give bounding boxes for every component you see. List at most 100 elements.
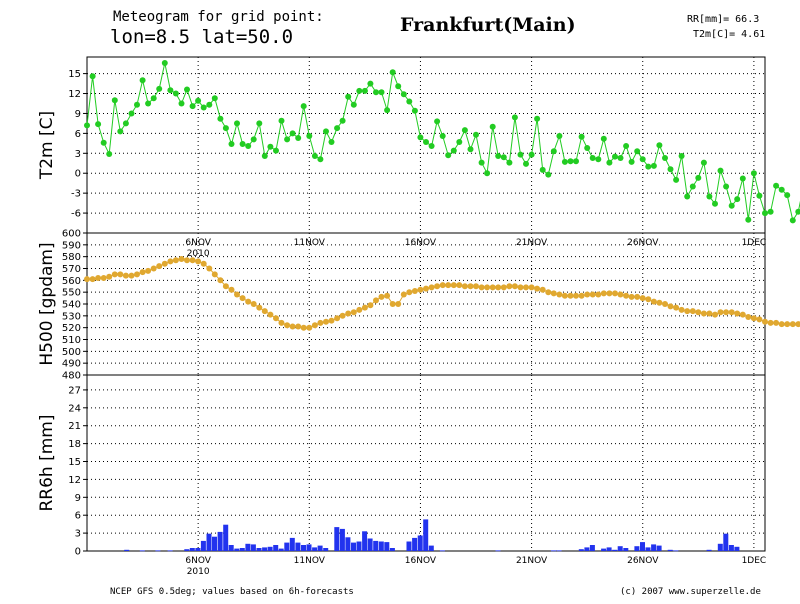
data-point bbox=[506, 159, 513, 166]
y-axis-label: RR6h [mm] bbox=[37, 414, 57, 511]
rain-bar bbox=[617, 546, 623, 551]
rain-bar bbox=[717, 543, 723, 551]
data-point bbox=[612, 290, 618, 297]
data-point bbox=[511, 114, 518, 121]
rain-bar bbox=[378, 541, 384, 551]
data-point bbox=[228, 141, 235, 147]
rain-bar bbox=[284, 542, 290, 551]
rain-bar bbox=[623, 548, 629, 551]
rain-bar bbox=[601, 548, 607, 551]
data-point bbox=[395, 83, 402, 90]
data-point bbox=[773, 182, 780, 189]
data-point bbox=[256, 120, 263, 127]
data-point bbox=[550, 148, 557, 155]
rain-bar bbox=[345, 537, 351, 551]
data-point bbox=[617, 155, 624, 161]
data-point bbox=[484, 170, 491, 177]
data-point bbox=[439, 282, 446, 289]
y-axis-label: H500 [gpdam] bbox=[37, 242, 57, 365]
data-point bbox=[573, 292, 579, 299]
data-point bbox=[723, 183, 730, 190]
data-point bbox=[584, 291, 591, 298]
data-point bbox=[195, 258, 202, 265]
y-tick-label: 540 bbox=[62, 300, 81, 311]
data-point bbox=[695, 309, 702, 316]
data-point bbox=[156, 85, 163, 92]
series-line bbox=[86, 62, 800, 222]
data-point bbox=[200, 260, 207, 267]
x-tick-label: 11NOV bbox=[294, 556, 326, 566]
y-tick-label: 520 bbox=[62, 323, 81, 334]
data-point bbox=[767, 208, 774, 215]
rain-bar bbox=[651, 544, 657, 551]
data-point bbox=[311, 153, 318, 159]
data-point bbox=[478, 284, 485, 291]
data-point bbox=[111, 271, 118, 278]
data-point bbox=[139, 269, 146, 276]
data-point bbox=[712, 311, 718, 318]
x-tick-label: 1DEC bbox=[742, 556, 767, 566]
data-point bbox=[89, 73, 96, 80]
data-point bbox=[400, 91, 407, 98]
data-point bbox=[795, 321, 800, 328]
rain-bar bbox=[223, 524, 229, 551]
rain-bar bbox=[245, 543, 251, 551]
data-point bbox=[467, 146, 474, 153]
data-point bbox=[634, 148, 641, 155]
data-point bbox=[150, 265, 157, 272]
data-point bbox=[678, 153, 685, 159]
data-point bbox=[795, 208, 800, 215]
data-point bbox=[606, 159, 613, 166]
data-point bbox=[128, 272, 135, 279]
data-point bbox=[245, 298, 252, 305]
data-point bbox=[623, 292, 630, 299]
data-point bbox=[445, 152, 452, 159]
data-point bbox=[239, 295, 246, 302]
data-point bbox=[206, 265, 213, 272]
data-point bbox=[656, 299, 663, 306]
data-point bbox=[673, 304, 680, 311]
plot-panels: -6 -3 0 3 6 9 12 15 T2m [C] 480490500510520530540… bbox=[37, 56, 800, 577]
rain-bar bbox=[356, 541, 362, 551]
rain-bar bbox=[556, 550, 562, 552]
rain-bar bbox=[384, 542, 390, 551]
y-tick-label: 9 bbox=[75, 109, 81, 120]
data-point bbox=[434, 118, 441, 125]
data-point bbox=[411, 107, 418, 114]
y-tick-label: 27 bbox=[68, 385, 81, 396]
y-tick-label: 550 bbox=[62, 288, 81, 299]
rain-bar bbox=[212, 536, 217, 551]
rain-bar bbox=[428, 545, 434, 551]
data-point bbox=[406, 289, 413, 296]
data-point bbox=[456, 139, 463, 145]
data-point bbox=[122, 120, 129, 127]
data-point bbox=[717, 167, 724, 174]
data-point bbox=[778, 321, 785, 328]
y-axis-label: T2m [C] bbox=[37, 111, 57, 180]
rain-bar bbox=[234, 548, 240, 551]
rain-bar bbox=[723, 533, 729, 551]
rain-bar bbox=[323, 548, 329, 551]
data-point bbox=[550, 290, 557, 297]
data-point bbox=[389, 301, 396, 307]
data-point bbox=[411, 288, 418, 294]
rain-bar bbox=[167, 550, 173, 552]
data-point bbox=[650, 298, 657, 305]
data-point bbox=[267, 143, 274, 150]
rain-bar bbox=[423, 519, 429, 551]
data-point bbox=[495, 284, 502, 291]
footer-source: NCEP GFS 0.5deg; values based on 6h-fore… bbox=[110, 587, 354, 597]
y-tick-label: -6 bbox=[71, 209, 81, 220]
y-tick-label: 600 bbox=[62, 229, 81, 240]
data-point bbox=[756, 316, 763, 323]
data-point bbox=[317, 319, 324, 326]
data-point bbox=[728, 309, 735, 316]
data-point bbox=[317, 156, 324, 163]
data-point bbox=[350, 101, 357, 108]
rain-bar bbox=[155, 550, 161, 552]
data-point bbox=[695, 174, 702, 181]
data-point bbox=[461, 127, 468, 134]
data-point bbox=[117, 128, 124, 135]
data-point bbox=[206, 101, 213, 108]
rain-bar bbox=[278, 548, 284, 551]
